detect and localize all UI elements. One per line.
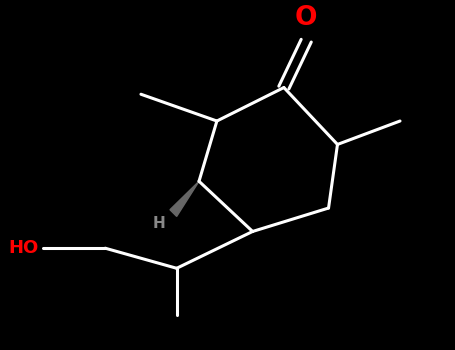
Polygon shape bbox=[170, 181, 199, 216]
Text: O: O bbox=[295, 5, 318, 31]
Text: HO: HO bbox=[8, 239, 38, 257]
Text: H: H bbox=[152, 216, 165, 231]
